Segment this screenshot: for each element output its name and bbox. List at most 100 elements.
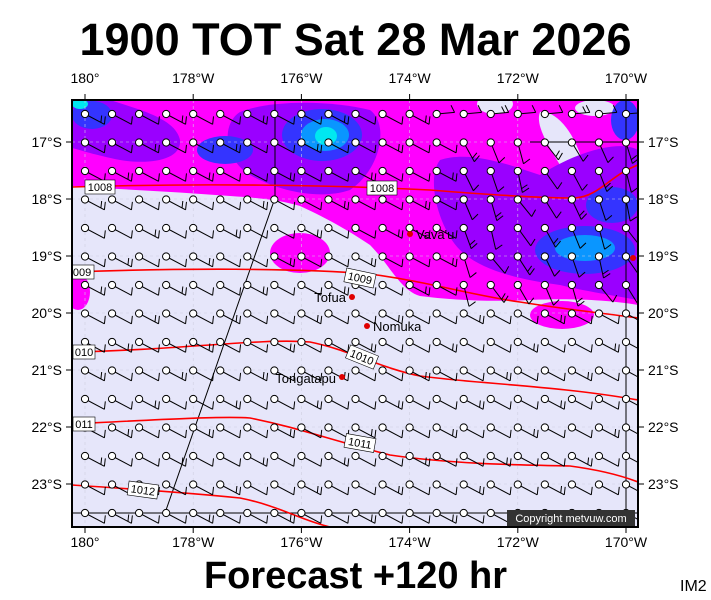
- station-circle: [405, 195, 414, 204]
- wind-barb: [135, 138, 160, 154]
- wind-barb: [351, 451, 377, 467]
- wind-barb: [432, 508, 458, 524]
- wind-barb: [567, 138, 589, 162]
- wind-barb: [189, 109, 215, 125]
- wind-barb: [649, 167, 670, 188]
- wind-barb: [486, 423, 512, 439]
- wind-barb: [486, 195, 504, 222]
- station-circle: [378, 280, 387, 290]
- lon-label-top: 180°: [71, 70, 100, 86]
- place-dot-vavau: [407, 231, 413, 237]
- wind-barb: [432, 138, 458, 154]
- wind-barb: [486, 223, 503, 250]
- wind-barb: [513, 451, 539, 467]
- station-circle: [567, 195, 577, 204]
- station-circle: [107, 309, 117, 318]
- wind-barb: [189, 508, 215, 524]
- wind-barb: [486, 138, 506, 164]
- station-circle: [243, 109, 252, 119]
- wind-barb: [432, 195, 458, 211]
- station-circle: [405, 223, 414, 233]
- station-circle: [351, 508, 360, 518]
- wind-barb: [162, 309, 187, 325]
- wind-barb: [405, 166, 431, 182]
- wind-barb: [243, 480, 269, 496]
- wind-barb: [378, 280, 404, 296]
- wind-barb: [540, 309, 566, 325]
- station-circle: [432, 252, 441, 261]
- lon-label-bottom: 180°: [71, 534, 100, 550]
- wind-barb: [540, 451, 566, 467]
- station-circle: [540, 366, 549, 375]
- station-circle: [162, 451, 171, 461]
- station-circle: [297, 480, 306, 489]
- station-circle: [405, 480, 414, 489]
- station-circle: [135, 223, 144, 233]
- station-circle: [540, 252, 549, 261]
- wind-barbs: [80, 105, 670, 524]
- station-circle: [459, 252, 468, 261]
- station-circle: [216, 109, 225, 119]
- wind-barb: [405, 394, 431, 410]
- wind-barb: [459, 138, 480, 163]
- station-circle: [567, 280, 577, 290]
- isobar-label-edge-1011: 011: [75, 419, 93, 431]
- image-id-label: IM2: [680, 578, 707, 595]
- station-circle: [351, 394, 360, 404]
- wind-barb: [80, 366, 106, 382]
- wind-barb: [243, 280, 269, 296]
- wind-barb: [135, 309, 160, 325]
- station-circle: [216, 309, 225, 318]
- station-circle: [432, 394, 441, 404]
- station-circle: [432, 195, 441, 204]
- station-circle: [540, 138, 549, 147]
- station-circle: [351, 423, 360, 432]
- station-circle: [567, 138, 577, 147]
- station-circle: [486, 309, 495, 318]
- wind-barb: [243, 366, 269, 382]
- station-circle: [324, 109, 333, 119]
- station-circle: [594, 480, 604, 489]
- station-circle: [459, 480, 468, 489]
- station-circle: [459, 423, 468, 432]
- station-circle: [459, 280, 468, 290]
- lon-label-top: 174°W: [389, 70, 432, 86]
- wind-barb: [135, 252, 160, 268]
- station-circle: [513, 394, 522, 404]
- wind-barb: [189, 480, 215, 496]
- wind-barb: [513, 280, 535, 305]
- station-circle: [649, 338, 656, 345]
- wind-barb: [594, 105, 618, 119]
- station-circle: [80, 480, 90, 489]
- station-circle: [540, 480, 549, 489]
- station-circle: [513, 280, 522, 290]
- station-circle: [270, 223, 279, 233]
- station-circle: [486, 223, 495, 233]
- wind-barb: [324, 109, 350, 125]
- station-circle: [378, 480, 387, 489]
- station-circle: [567, 309, 577, 318]
- copyright-box: [507, 510, 635, 526]
- wind-barb: [243, 166, 269, 182]
- wind-barb: [513, 337, 539, 353]
- wind-barb: [459, 508, 485, 524]
- station-circle: [459, 337, 468, 347]
- station-circle: [351, 252, 360, 261]
- wind-barb: [189, 252, 215, 268]
- station-circle: [135, 280, 144, 290]
- wind-barb: [324, 195, 350, 211]
- wind-barb: [567, 337, 593, 353]
- station-circle: [405, 109, 414, 119]
- station-circle: [243, 138, 252, 147]
- wind-barb: [432, 223, 458, 239]
- wind-barb: [649, 281, 667, 305]
- wind-barb: [540, 394, 566, 410]
- wind-barb: [513, 166, 530, 193]
- wind-barb: [324, 280, 350, 296]
- station-circle: [649, 110, 656, 117]
- wind-barb: [351, 109, 377, 125]
- station-circle: [80, 252, 90, 261]
- station-circle: [432, 166, 441, 176]
- station-circle: [243, 394, 252, 404]
- station-circle: [540, 109, 549, 119]
